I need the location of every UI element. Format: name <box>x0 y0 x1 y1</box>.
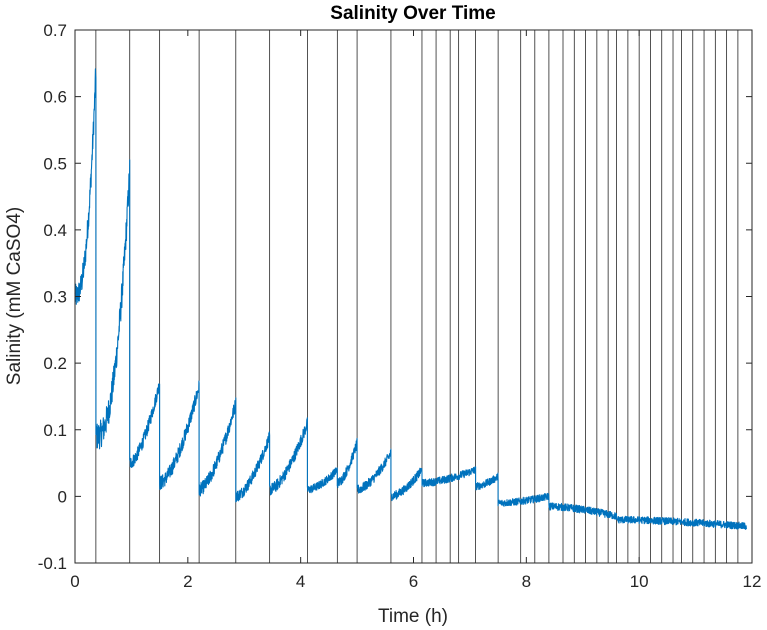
x-axis-label: Time (h) <box>378 606 448 627</box>
y-tick-label: 0.4 <box>43 221 67 240</box>
x-tick-label: 2 <box>183 572 192 591</box>
x-tick-label: 8 <box>522 572 531 591</box>
y-tick-label: 0.7 <box>43 21 67 40</box>
y-tick-label: 0 <box>58 487 67 506</box>
x-tick-label: 4 <box>296 572 305 591</box>
x-tick-label: 0 <box>70 572 79 591</box>
y-axis-ticks: -0.1 0 0.1 0.2 0.3 0.4 0.5 0.6 0.7 <box>38 21 752 573</box>
x-tick-label: 12 <box>743 572 762 591</box>
x-tick-label: 6 <box>409 572 418 591</box>
x-axis-ticks: 0 2 4 6 8 10 12 <box>70 30 761 591</box>
y-tick-label: 0.2 <box>43 354 67 373</box>
y-tick-label: 0.5 <box>43 154 67 173</box>
salinity-series-line <box>74 68 747 530</box>
chart-title: Salinity Over Time <box>330 3 495 24</box>
y-axis-label: Salinity (mM CaSO4) <box>4 207 25 385</box>
x-tick-label: 10 <box>630 572 649 591</box>
y-tick-label: -0.1 <box>38 554 67 573</box>
y-tick-label: 0.3 <box>43 288 67 307</box>
y-tick-label: 0.1 <box>43 421 67 440</box>
y-tick-label: 0.6 <box>43 88 67 107</box>
